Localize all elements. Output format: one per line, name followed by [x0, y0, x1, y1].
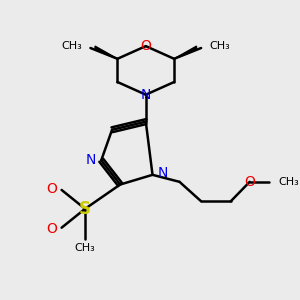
Text: N: N [141, 88, 151, 102]
Text: S: S [79, 200, 91, 218]
Text: CH₃: CH₃ [278, 177, 299, 187]
Text: N: N [158, 167, 168, 181]
Text: CH₃: CH₃ [210, 41, 230, 51]
Text: O: O [46, 182, 57, 196]
Text: O: O [244, 175, 255, 189]
Text: CH₃: CH₃ [75, 243, 95, 253]
Text: N: N [86, 153, 96, 167]
Text: O: O [46, 222, 57, 236]
Text: O: O [140, 39, 151, 53]
Text: CH₃: CH₃ [61, 41, 82, 51]
Polygon shape [95, 46, 118, 59]
Polygon shape [174, 46, 197, 59]
